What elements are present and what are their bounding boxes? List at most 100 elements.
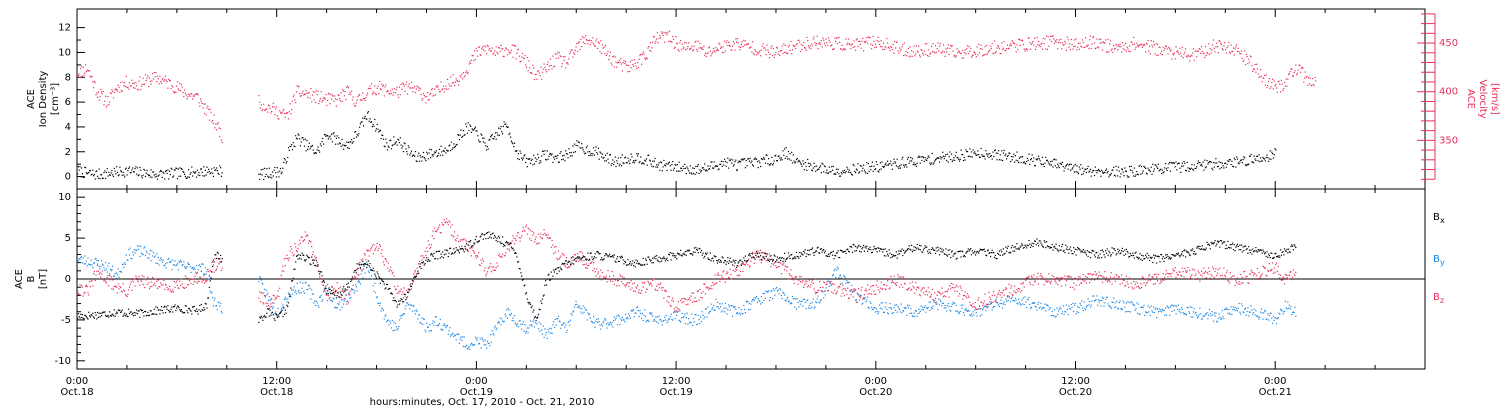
bz-point [363,265,365,267]
bz-point [378,247,380,249]
by-point [179,261,181,263]
velocity-point [1181,46,1183,48]
velocity-point [748,43,750,45]
velocity-point [859,44,861,46]
density-point [478,141,480,143]
density-point [996,159,998,161]
density-point [109,174,111,176]
velocity-point [709,50,711,52]
density-point [1065,165,1067,167]
velocity-point [1259,76,1261,78]
velocity-point [612,56,614,58]
by-point [876,310,878,312]
density-point [1194,167,1196,170]
density-point [513,146,515,148]
velocity-point [410,81,413,83]
velocity-point [804,47,806,49]
by-point [1152,311,1154,313]
velocity-point [740,46,742,48]
velocity-point [668,40,670,43]
bz-point [283,270,285,272]
by-point [957,311,959,313]
velocity-point [880,40,882,42]
density-point [736,169,738,171]
velocity-point [874,46,876,49]
by-point [458,333,460,335]
bz-point [187,284,189,286]
by-point [381,307,383,309]
bz-point [164,283,167,285]
density-point [966,150,968,153]
by-point [295,290,297,292]
velocity-point [312,91,314,93]
velocity-point [1069,49,1072,51]
velocity-point [946,51,948,53]
by-point [900,303,902,305]
by-point [78,258,80,260]
by-point [612,326,614,328]
velocity-point [1209,48,1211,50]
by-point [1257,316,1259,318]
by-point [542,325,544,327]
velocity-point [1222,49,1224,51]
density-point [685,173,687,175]
velocity-point [493,52,495,54]
density-point [291,149,294,151]
velocity-point [1152,46,1154,48]
by-point [1097,299,1100,301]
velocity-point [648,46,650,48]
by-point [497,322,499,324]
bz-point [128,286,131,288]
by-point [1002,307,1004,309]
bz-point [367,250,369,252]
density-point [529,162,532,164]
by-point [446,324,449,326]
density-point [289,145,291,148]
density-point [311,144,314,147]
velocity-point [474,58,476,61]
velocity-point [759,50,761,52]
velocity-point [740,43,742,45]
velocity-point [1308,83,1310,85]
bz-point [139,284,141,286]
velocity-point [912,51,914,53]
velocity-point [736,38,738,40]
by-point [716,301,719,303]
density-point [197,174,199,176]
bz-point [117,283,119,285]
bz-point [152,284,155,286]
density-point [290,145,292,147]
by-point [864,297,866,299]
density-point [347,141,349,143]
by-point [1216,320,1219,322]
density-point [384,146,386,148]
velocity-point [152,78,155,80]
velocity-point [456,80,458,82]
velocity-point [337,94,339,96]
by-point [378,302,380,304]
density-point [141,177,143,179]
by-point [1026,306,1028,309]
velocity-point [641,63,643,65]
bz-point [380,253,382,255]
by-point [1031,302,1033,304]
by-point [136,249,138,252]
by-point [754,297,756,299]
density-point [764,162,766,164]
by-point [164,264,166,266]
velocity-point [1050,35,1052,38]
by-point [1120,308,1122,310]
velocity-point [216,129,218,131]
velocity-point [1115,43,1117,45]
velocity-point [731,49,733,51]
velocity-point [801,48,803,50]
velocity-point [906,55,908,57]
velocity-point [317,90,319,92]
density-point [1096,172,1098,174]
velocity-point [852,46,854,48]
by-point [1276,318,1278,320]
density-point [923,160,925,163]
by-point [1174,305,1176,307]
density-point [320,145,322,147]
density-point [1208,162,1210,164]
